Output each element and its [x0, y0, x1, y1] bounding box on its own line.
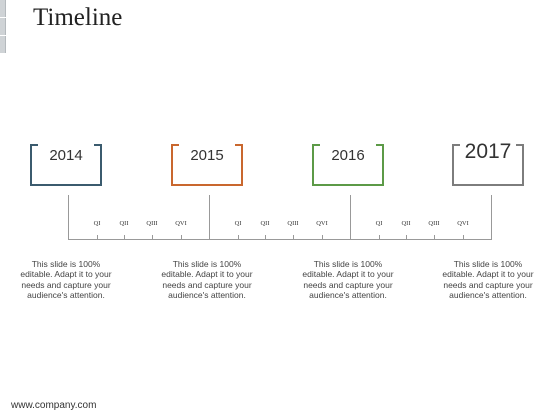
year-label: 2014	[49, 147, 83, 164]
year-divider-3	[350, 195, 351, 239]
bracket-corner-left	[452, 144, 460, 146]
quarter-tick	[379, 235, 380, 240]
bracket-corner-left	[312, 144, 320, 146]
bracket-corner-right	[94, 144, 102, 146]
quarter-tick	[463, 235, 464, 240]
quarter-tick	[97, 235, 98, 240]
year-divider-1	[68, 195, 69, 239]
quarter-label: QII	[119, 220, 129, 227]
quarter-label: QII	[260, 220, 270, 227]
quarter-label: QIII	[428, 220, 440, 227]
year-description-2016: This slide is 100% editable. Adapt it to…	[302, 259, 394, 300]
quarter-label: QII	[401, 220, 411, 227]
quarter-tick	[406, 235, 407, 240]
bracket-corner-right	[235, 144, 243, 146]
quarter-label: QIII	[287, 220, 299, 227]
quarter-label: QI	[93, 220, 101, 227]
quarter-tick	[322, 235, 323, 240]
year-description-2015: This slide is 100% editable. Adapt it to…	[161, 259, 253, 300]
quarter-tick	[152, 235, 153, 240]
year-label: 2017	[464, 140, 512, 163]
quarter-tick	[265, 235, 266, 240]
bracket-corner-right	[516, 144, 524, 146]
bracket-corner-right	[376, 144, 384, 146]
quarter-label: QVI	[316, 220, 328, 227]
year-bracket-2016: 2016	[312, 144, 384, 186]
quarter-tick	[434, 235, 435, 240]
year-divider-4	[491, 195, 492, 239]
quarter-tick	[124, 235, 125, 240]
slide-edge-tab-3	[0, 36, 6, 53]
quarter-label: QVI	[175, 220, 187, 227]
year-divider-2	[209, 195, 210, 239]
quarter-tick	[181, 235, 182, 240]
quarter-tick	[293, 235, 294, 240]
quarter-label: QVI	[457, 220, 469, 227]
year-label: 2015	[190, 147, 224, 164]
timeline-axis	[68, 239, 492, 240]
footer-url: www.company.com	[11, 400, 97, 411]
quarter-label: QI	[375, 220, 383, 227]
year-description-2014: This slide is 100% editable. Adapt it to…	[20, 259, 112, 300]
bracket-corner-left	[171, 144, 179, 146]
quarter-tick	[238, 235, 239, 240]
slide-edge-tab-2	[0, 18, 6, 35]
slide-edge-tab-1	[0, 0, 6, 17]
year-bracket-2015: 2015	[171, 144, 243, 186]
page-title: Timeline	[33, 4, 123, 31]
year-bracket-2017: 2017	[452, 140, 524, 186]
year-label: 2016	[331, 147, 365, 164]
quarter-label: QIII	[146, 220, 158, 227]
quarter-label: QI	[234, 220, 242, 227]
year-bracket-2014: 2014	[30, 144, 102, 186]
bracket-corner-left	[30, 144, 38, 146]
year-description-2017: This slide is 100% editable. Adapt it to…	[442, 259, 534, 300]
